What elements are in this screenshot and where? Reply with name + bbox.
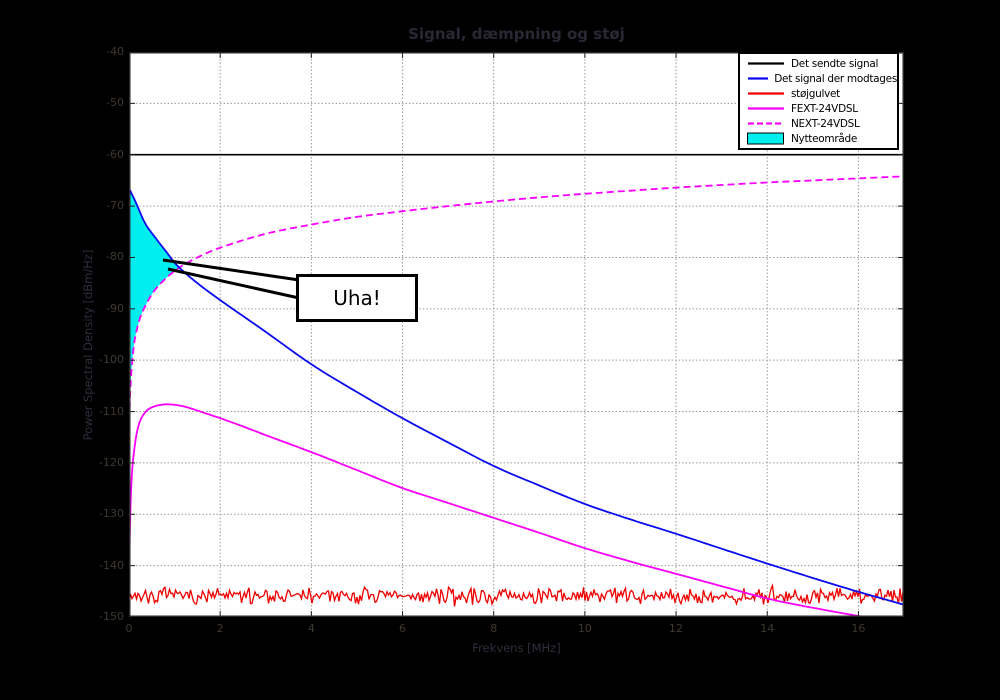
callout-leader-line [162, 258, 300, 282]
y-tick-label: -130 [99, 507, 124, 521]
x-tick-label: 12 [669, 622, 684, 635]
legend: Det sendte signal Det signal der modtages… [738, 52, 899, 150]
y-tick-label: -80 [106, 250, 124, 264]
y-tick-label: -100 [99, 353, 124, 367]
series-line [129, 187, 904, 606]
legend-label: FEXT-24VDSL [791, 102, 858, 115]
usable-band-fill [129, 188, 180, 617]
x-tick-label: 14 [760, 622, 775, 635]
legend-swatch-fill_between [747, 132, 784, 145]
noise-floor-line [129, 583, 904, 607]
callout-leader-line [167, 267, 300, 300]
x-axis-label: Frekvens [MHz] [472, 641, 561, 655]
legend-label: støjgulvet [791, 87, 840, 100]
series-line [129, 403, 873, 617]
legend-swatch-line [748, 107, 784, 110]
legend-swatch-noise [748, 92, 784, 95]
x-tick-label: 4 [307, 622, 315, 635]
y-tick-label: -110 [99, 404, 124, 418]
y-tick-label: -120 [99, 455, 124, 469]
y-tick-label: -40 [106, 45, 124, 58]
y-tick-label: -140 [99, 558, 124, 572]
legend-entry: Det sendte signal [747, 56, 897, 71]
legend-entry: støjgulvet [747, 86, 897, 101]
x-tick-label: 2 [216, 622, 224, 635]
y-tick-label: -50 [106, 96, 124, 110]
legend-entry: FEXT-24VDSL [747, 101, 897, 116]
y-tick-label: -60 [106, 147, 124, 161]
legend-label: Det signal der modtages [774, 72, 897, 85]
x-tick-label: 6 [399, 622, 407, 635]
x-tick-label: 8 [490, 622, 498, 635]
y-tick-label: -70 [106, 199, 124, 213]
legend-label: Nytteområde [791, 132, 857, 145]
callout-box: Uha! [296, 274, 418, 322]
y-tick-label: -90 [106, 301, 124, 315]
legend-entry: Det signal der modtages [747, 71, 897, 86]
callout-text: Uha! [333, 286, 381, 310]
legend-label: Det sendte signal [791, 57, 879, 70]
x-tick-label: 0 [125, 622, 133, 635]
y-tick-label: -150 [99, 610, 124, 623]
legend-swatch-dashed [748, 122, 784, 125]
chart-title: Signal, dæmpning og støj [408, 25, 625, 43]
legend-entry: NEXT-24VDSL [747, 116, 897, 131]
x-tick-label: 10 [577, 622, 592, 635]
legend-swatch-line [748, 77, 769, 80]
legend-entry: Nytteområde [747, 131, 897, 146]
legend-swatch-line [748, 62, 784, 65]
x-tick-label: 16 [851, 622, 866, 635]
legend-label: NEXT-24VDSL [791, 117, 860, 130]
